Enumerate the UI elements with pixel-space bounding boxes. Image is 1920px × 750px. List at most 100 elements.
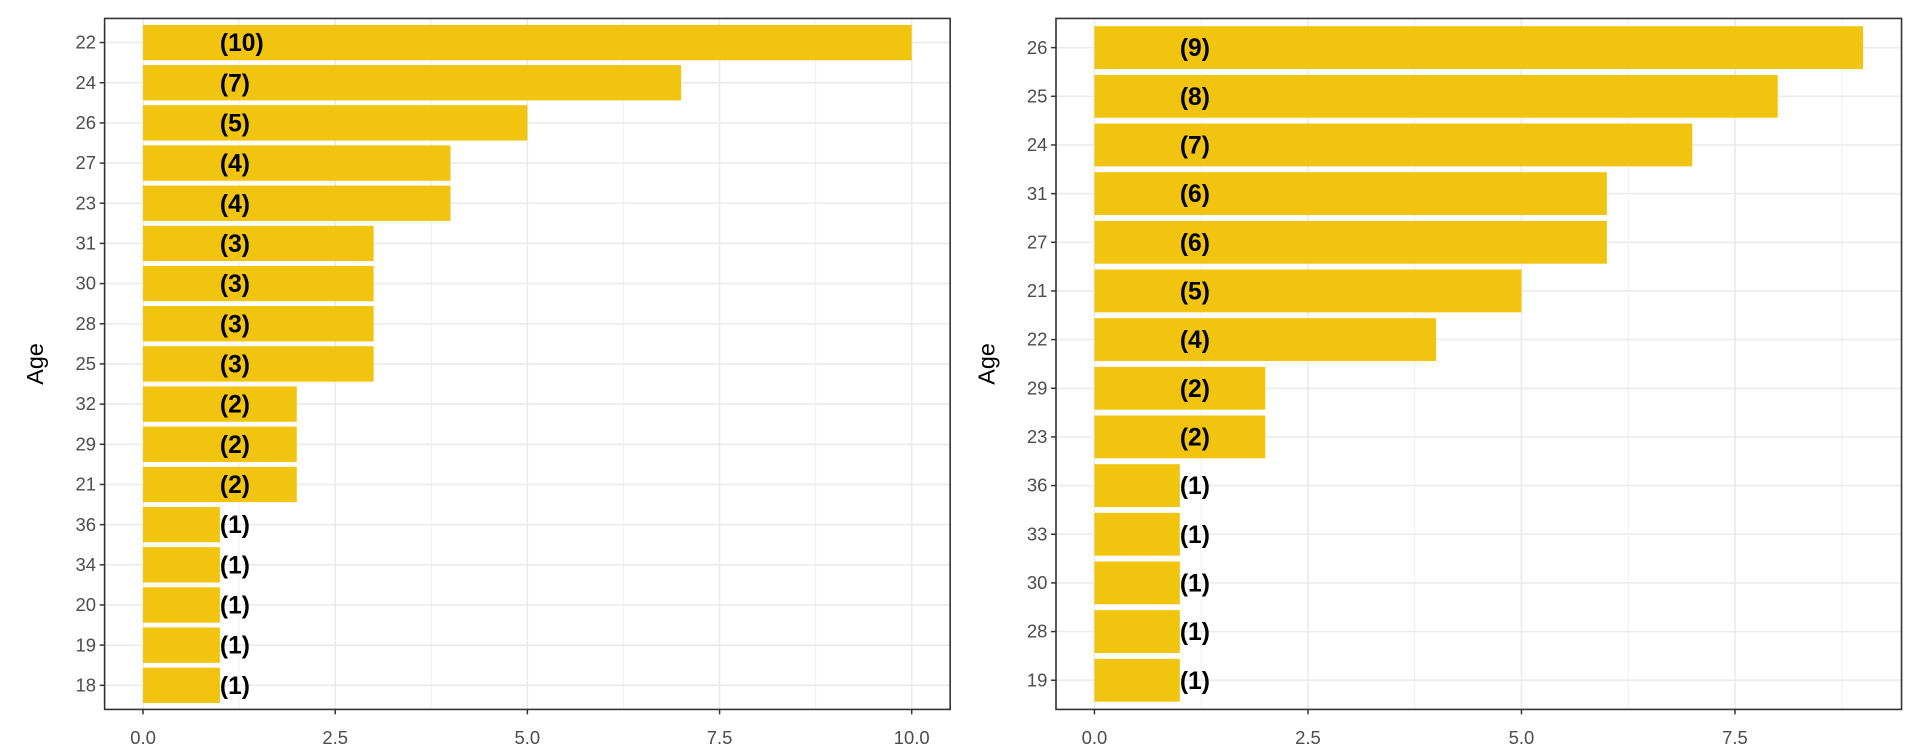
bar <box>143 225 374 262</box>
data-label: (5) <box>220 111 250 138</box>
data-label: (1) <box>220 673 250 700</box>
bar <box>143 185 451 221</box>
y-tick-label: 22 <box>75 32 96 53</box>
y-tick-label: 32 <box>75 393 96 414</box>
y-tick-label: 19 <box>1027 669 1048 690</box>
panel-1: (10) 22 (7) 24 (5) 26 (4) 27 (4) 23 (3) 31 (3) 30 (3) 2… <box>22 17 951 748</box>
x-tick-label: 0.0 <box>1082 727 1108 748</box>
data-label: (3) <box>220 311 250 338</box>
data-label: (2) <box>220 432 250 459</box>
data-label: (4) <box>220 151 250 178</box>
y-axis-title: Age <box>973 343 999 385</box>
data-label: (6) <box>1180 230 1210 257</box>
bar <box>1094 561 1180 605</box>
data-label: (8) <box>1180 84 1210 111</box>
y-tick-label: 20 <box>75 594 96 615</box>
y-tick-label: 28 <box>75 313 96 334</box>
x-tick-label: 0.0 <box>130 727 156 748</box>
x-tick-label: 7.5 <box>1722 727 1748 748</box>
bar <box>1094 220 1607 264</box>
bar <box>143 667 220 703</box>
data-label: (7) <box>1180 133 1210 160</box>
data-label: (5) <box>1180 279 1210 306</box>
bar <box>1094 658 1180 702</box>
y-tick-label: 30 <box>1027 572 1048 593</box>
bar <box>143 265 374 302</box>
y-tick-label: 18 <box>75 674 96 695</box>
y-tick-label: 36 <box>75 514 96 535</box>
y-tick-label: 22 <box>1027 329 1048 350</box>
data-label: (4) <box>1180 327 1210 354</box>
bar <box>1094 269 1522 313</box>
y-tick-label: 26 <box>75 112 96 133</box>
bar <box>143 627 220 663</box>
bar <box>143 466 297 503</box>
y-tick-label: 24 <box>1027 134 1048 155</box>
data-label: (4) <box>220 191 250 218</box>
y-tick-label: 27 <box>1027 231 1048 252</box>
bar <box>1094 318 1437 362</box>
y-tick-label: 28 <box>1027 621 1048 642</box>
data-label: (1) <box>220 552 250 579</box>
bar <box>143 506 220 543</box>
y-tick-label: 23 <box>1027 426 1048 447</box>
y-tick-label: 30 <box>75 273 96 294</box>
data-label: (3) <box>220 352 250 379</box>
x-tick-label: 2.5 <box>1295 727 1321 748</box>
y-tick-label: 29 <box>1027 377 1048 398</box>
bar <box>143 386 297 422</box>
panel-2: (9) 26 (8) 25 (7) 24 (6) 31 (6) 27 (5) 21 (4) 22 (2) 29… <box>973 17 1903 748</box>
y-axis-title: Age <box>22 343 48 385</box>
bar <box>1094 123 1693 167</box>
x-tick-label: 10.0 <box>894 727 930 748</box>
data-label: (1) <box>1180 668 1210 695</box>
data-label: (3) <box>220 231 250 258</box>
y-tick-label: 21 <box>1027 280 1048 301</box>
bar <box>1094 366 1266 410</box>
data-label: (1) <box>220 593 250 620</box>
data-label: (1) <box>1180 619 1210 646</box>
data-label: (2) <box>220 392 250 419</box>
bar <box>1094 415 1266 459</box>
y-tick-label: 27 <box>75 152 96 173</box>
bar <box>1094 512 1180 556</box>
bar <box>143 547 220 583</box>
y-tick-label: 26 <box>1027 37 1048 58</box>
y-tick-label: 25 <box>75 353 96 374</box>
data-label: (9) <box>1180 35 1210 62</box>
data-label: (1) <box>1180 522 1210 549</box>
y-tick-label: 29 <box>75 433 96 454</box>
data-label: (3) <box>220 271 250 298</box>
bar <box>143 346 374 382</box>
bar <box>1094 26 1864 70</box>
y-tick-label: 24 <box>75 72 96 93</box>
data-label: (7) <box>220 70 250 97</box>
bar <box>143 65 682 101</box>
y-tick-label: 21 <box>75 474 96 495</box>
data-label: (6) <box>1180 181 1210 208</box>
x-tick-label: 5.0 <box>515 727 541 748</box>
x-tick-label: 7.5 <box>707 727 733 748</box>
y-tick-label: 25 <box>1027 85 1048 106</box>
y-tick-label: 34 <box>75 554 96 575</box>
bar <box>143 105 528 141</box>
bar <box>143 145 451 181</box>
y-tick-label: 23 <box>75 192 96 213</box>
y-tick-label: 36 <box>1027 475 1048 496</box>
bar <box>1094 172 1607 216</box>
data-label: (1) <box>1180 473 1210 500</box>
bar <box>143 587 220 623</box>
bar <box>1094 464 1180 507</box>
data-label: (1) <box>1180 571 1210 598</box>
bar <box>1094 610 1180 653</box>
data-label: (10) <box>220 30 264 57</box>
x-tick-label: 2.5 <box>322 727 348 748</box>
bar <box>143 306 374 342</box>
bar <box>143 426 297 462</box>
data-label: (2) <box>1180 425 1210 452</box>
y-tick-label: 31 <box>1027 183 1048 204</box>
bar <box>1094 74 1778 118</box>
y-tick-label: 31 <box>75 233 96 254</box>
bar <box>143 24 912 61</box>
